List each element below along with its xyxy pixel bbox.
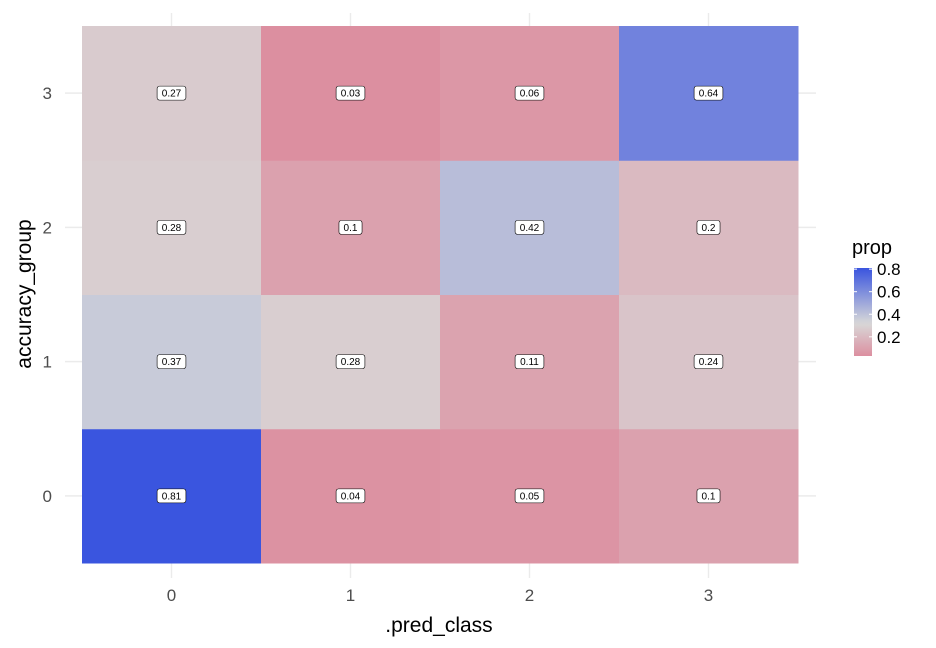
- x-tick-label: 2: [525, 586, 534, 605]
- legend-ticks: 0.8 0.6 0.4 0.2: [854, 260, 901, 347]
- cell-label: 0.1: [338, 220, 363, 235]
- y-tick-label: 0: [43, 487, 52, 506]
- cell-label: 0.04: [335, 488, 366, 504]
- cell-label-box: [696, 488, 721, 504]
- heatmap-cells: [82, 26, 799, 564]
- y-tick-label: 2: [43, 218, 52, 237]
- cell-label-box: [514, 220, 545, 235]
- legend-break-label: 0.6: [877, 283, 901, 302]
- x-axis-title: .pred_class: [385, 614, 492, 637]
- cell-label-box: [514, 354, 545, 369]
- cell-label-text: 0.27: [162, 89, 182, 100]
- cell-label-box: [514, 488, 545, 504]
- cell-label-text: 0.42: [520, 223, 540, 234]
- cell-label-box: [335, 354, 366, 369]
- cell-label: 0.1: [696, 488, 721, 504]
- cell-label-box: [156, 220, 187, 235]
- x-tick-label: 0: [167, 586, 176, 605]
- x-tick-label: 1: [346, 586, 355, 605]
- y-tick-label: 3: [43, 84, 52, 103]
- legend-break-label: 0.4: [877, 305, 901, 324]
- cell-label: 0.06: [514, 85, 545, 101]
- cell-label: 0.81: [156, 488, 187, 504]
- cell-label-text: 0.24: [699, 357, 719, 368]
- cell-label-text: 0.2: [702, 223, 716, 234]
- cell-label: 0.2: [696, 220, 721, 235]
- cell-label-box: [335, 488, 366, 504]
- legend-break-label: 0.2: [877, 328, 901, 347]
- cell-label-text: 0.04: [341, 491, 361, 502]
- legend-break-label: 0.8: [877, 260, 901, 279]
- cell-label-text: 0.06: [520, 89, 540, 100]
- cell-label: 0.37: [156, 354, 187, 369]
- cell-label: 0.11: [514, 354, 545, 369]
- x-axis-ticks: 0 1 2 3: [167, 586, 713, 605]
- cell-label-text: 0.1: [702, 491, 716, 502]
- x-tick-label: 3: [704, 586, 713, 605]
- cell-label: 0.42: [514, 220, 545, 235]
- legend-colorbar: [854, 268, 872, 356]
- cell-label: 0.64: [693, 85, 724, 101]
- cell-label-text: 0.64: [699, 89, 719, 100]
- y-axis-ticks: 0 1 2 3: [43, 84, 52, 506]
- cell-label-text: 0.11: [520, 357, 539, 368]
- cell-label-text: 0.03: [341, 89, 361, 100]
- cell-label-box: [693, 354, 724, 369]
- cell-label-text: 0.28: [341, 357, 361, 368]
- cell-labels: 0.81 0.04 0.05 0.1 0.37 0.28 0.11 0.24 0.28 0.1 0.…: [156, 85, 724, 504]
- cell-label-box: [156, 354, 187, 369]
- cell-label-box: [156, 85, 187, 101]
- cell-label: 0.28: [156, 220, 187, 235]
- cell-label-box: [335, 85, 366, 101]
- legend: prop 0.8 0.6 0.4 0.2: [852, 237, 901, 356]
- cell-label-box: [156, 488, 187, 504]
- cell-label: 0.24: [693, 354, 724, 369]
- y-tick-label: 1: [43, 353, 52, 372]
- y-axis-title: accuracy_group: [13, 219, 36, 368]
- cell-label-text: 0.81: [162, 491, 182, 502]
- cell-label-box: [696, 220, 721, 235]
- cell-label-text: 0.1: [344, 223, 358, 234]
- cell-label: 0.05: [514, 488, 545, 504]
- cell-label-box: [693, 85, 724, 101]
- cell-label: 0.27: [156, 85, 187, 101]
- cell-label-text: 0.05: [520, 491, 540, 502]
- cell-label-text: 0.37: [162, 357, 182, 368]
- legend-title: prop: [852, 237, 892, 259]
- cell-label-text: 0.28: [162, 223, 182, 234]
- cell-label-box: [338, 220, 363, 235]
- cell-label-box: [514, 85, 545, 101]
- cell-label: 0.03: [335, 85, 366, 101]
- cell-label: 0.28: [335, 354, 366, 369]
